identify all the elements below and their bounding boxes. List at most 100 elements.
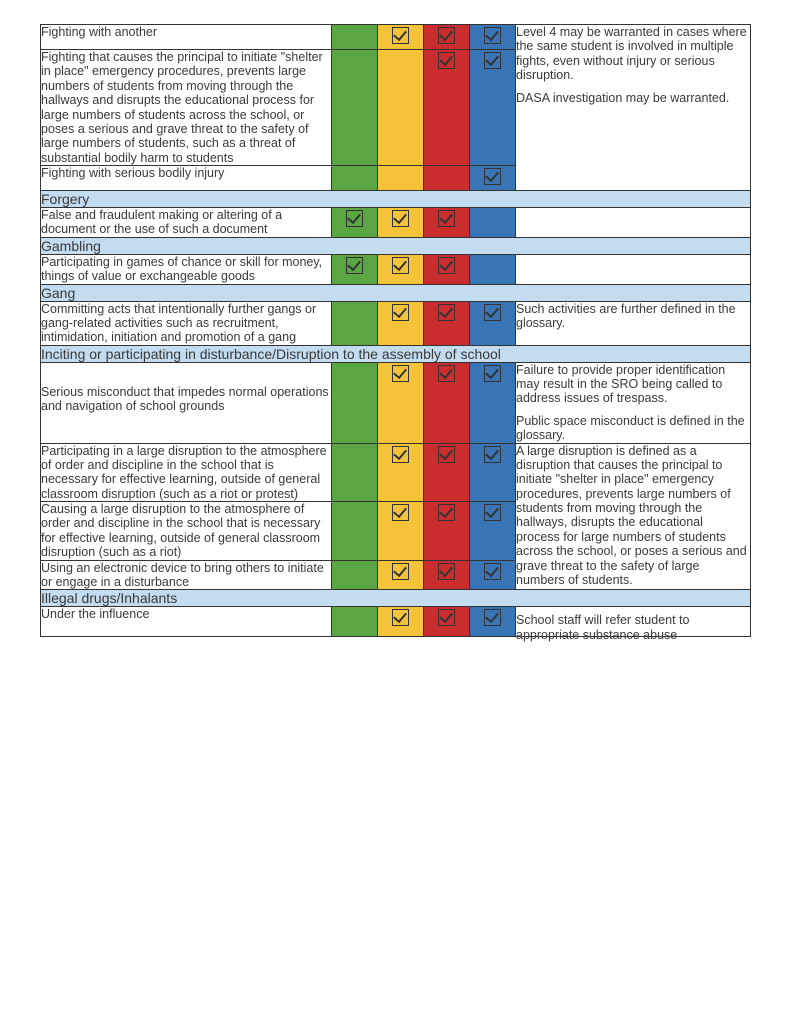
check-icon [392, 365, 409, 382]
row-description: Causing a large disruption to the atmosp… [41, 502, 332, 561]
level-2-cell [378, 301, 424, 345]
check-icon [438, 563, 455, 580]
level-2-cell [378, 607, 424, 637]
level-3-cell [424, 166, 470, 191]
row-description: Using an electronic device to bring othe… [41, 560, 332, 590]
row-description: Fighting with another [41, 25, 332, 50]
level-3-cell [424, 208, 470, 238]
row-notes: Such activities are further defined in t… [516, 301, 751, 345]
check-icon [484, 563, 501, 580]
level-2-cell [378, 362, 424, 443]
table-row: Under the influence School staff will re… [41, 607, 751, 637]
level-3-cell [424, 502, 470, 561]
level-3-cell [424, 25, 470, 50]
check-icon [484, 27, 501, 44]
check-icon [392, 563, 409, 580]
level-4-cell [470, 362, 516, 443]
row-description: Participating in games of chance or skil… [41, 254, 332, 284]
level-1-cell [332, 362, 378, 443]
level-4-cell [470, 301, 516, 345]
row-notes [516, 254, 751, 284]
check-icon [484, 168, 501, 185]
level-1-cell [332, 502, 378, 561]
check-icon [438, 210, 455, 227]
level-4-cell [470, 208, 516, 238]
section-header-row: Gang [41, 284, 751, 301]
section-header: Gambling [41, 237, 751, 254]
level-2-cell [378, 502, 424, 561]
section-header: Forgery [41, 191, 751, 208]
level-3-cell [424, 301, 470, 345]
check-icon [392, 210, 409, 227]
row-description: Committing acts that intentionally furth… [41, 301, 332, 345]
level-4-cell [470, 443, 516, 502]
row-notes: School staff will refer student to appro… [516, 607, 751, 637]
row-notes: Level 4 may be warranted in cases where … [516, 25, 751, 191]
row-description: Serious misconduct that impedes normal o… [41, 362, 332, 443]
table-row: Serious misconduct that impedes normal o… [41, 362, 751, 443]
check-icon [438, 52, 455, 69]
section-header: Illegal drugs/Inhalants [41, 590, 751, 607]
row-notes: Failure to provide proper identification… [516, 362, 751, 443]
check-icon [392, 504, 409, 521]
level-3-cell [424, 607, 470, 637]
check-icon [438, 257, 455, 274]
row-notes: A large disruption is defined as a disru… [516, 443, 751, 590]
section-header: Inciting or participating in disturbance… [41, 345, 751, 362]
level-2-cell [378, 208, 424, 238]
check-icon [392, 27, 409, 44]
row-notes [516, 208, 751, 238]
level-3-cell [424, 443, 470, 502]
level-1-cell [332, 166, 378, 191]
level-2-cell [378, 25, 424, 50]
check-icon [438, 504, 455, 521]
table-row: Participating in games of chance or skil… [41, 254, 751, 284]
conduct-table: Fighting with another Level 4 may be war… [40, 24, 751, 637]
level-4-cell [470, 502, 516, 561]
level-4-cell [470, 607, 516, 637]
section-header: Gang [41, 284, 751, 301]
check-icon [438, 446, 455, 463]
row-description: Participating in a large disruption to t… [41, 443, 332, 502]
table-row: False and fraudulent making or altering … [41, 208, 751, 238]
level-3-cell [424, 362, 470, 443]
section-header-row: Forgery [41, 191, 751, 208]
level-2-cell [378, 166, 424, 191]
check-icon [438, 27, 455, 44]
level-4-cell [470, 254, 516, 284]
level-1-cell [332, 254, 378, 284]
check-icon [392, 257, 409, 274]
check-icon [438, 304, 455, 321]
level-3-cell [424, 560, 470, 590]
section-header-row: Gambling [41, 237, 751, 254]
check-icon [392, 304, 409, 321]
level-1-cell [332, 607, 378, 637]
level-4-cell [470, 25, 516, 50]
check-icon [484, 609, 501, 626]
level-1-cell [332, 208, 378, 238]
section-header-row: Illegal drugs/Inhalants [41, 590, 751, 607]
level-1-cell [332, 443, 378, 502]
check-icon [484, 52, 501, 69]
check-icon [484, 365, 501, 382]
check-icon [346, 257, 363, 274]
check-icon [438, 365, 455, 382]
row-description: Fighting with serious bodily injury [41, 166, 332, 191]
level-2-cell [378, 254, 424, 284]
level-1-cell [332, 50, 378, 166]
check-icon [392, 446, 409, 463]
level-4-cell [470, 560, 516, 590]
level-1-cell [332, 25, 378, 50]
level-1-cell [332, 560, 378, 590]
check-icon [484, 446, 501, 463]
row-description: False and fraudulent making or altering … [41, 208, 332, 238]
row-description: Fighting that causes the principal to in… [41, 50, 332, 166]
level-2-cell [378, 443, 424, 502]
level-4-cell [470, 50, 516, 166]
level-4-cell [470, 166, 516, 191]
level-3-cell [424, 254, 470, 284]
check-icon [438, 609, 455, 626]
check-icon [346, 210, 363, 227]
level-3-cell [424, 50, 470, 166]
check-icon [392, 609, 409, 626]
